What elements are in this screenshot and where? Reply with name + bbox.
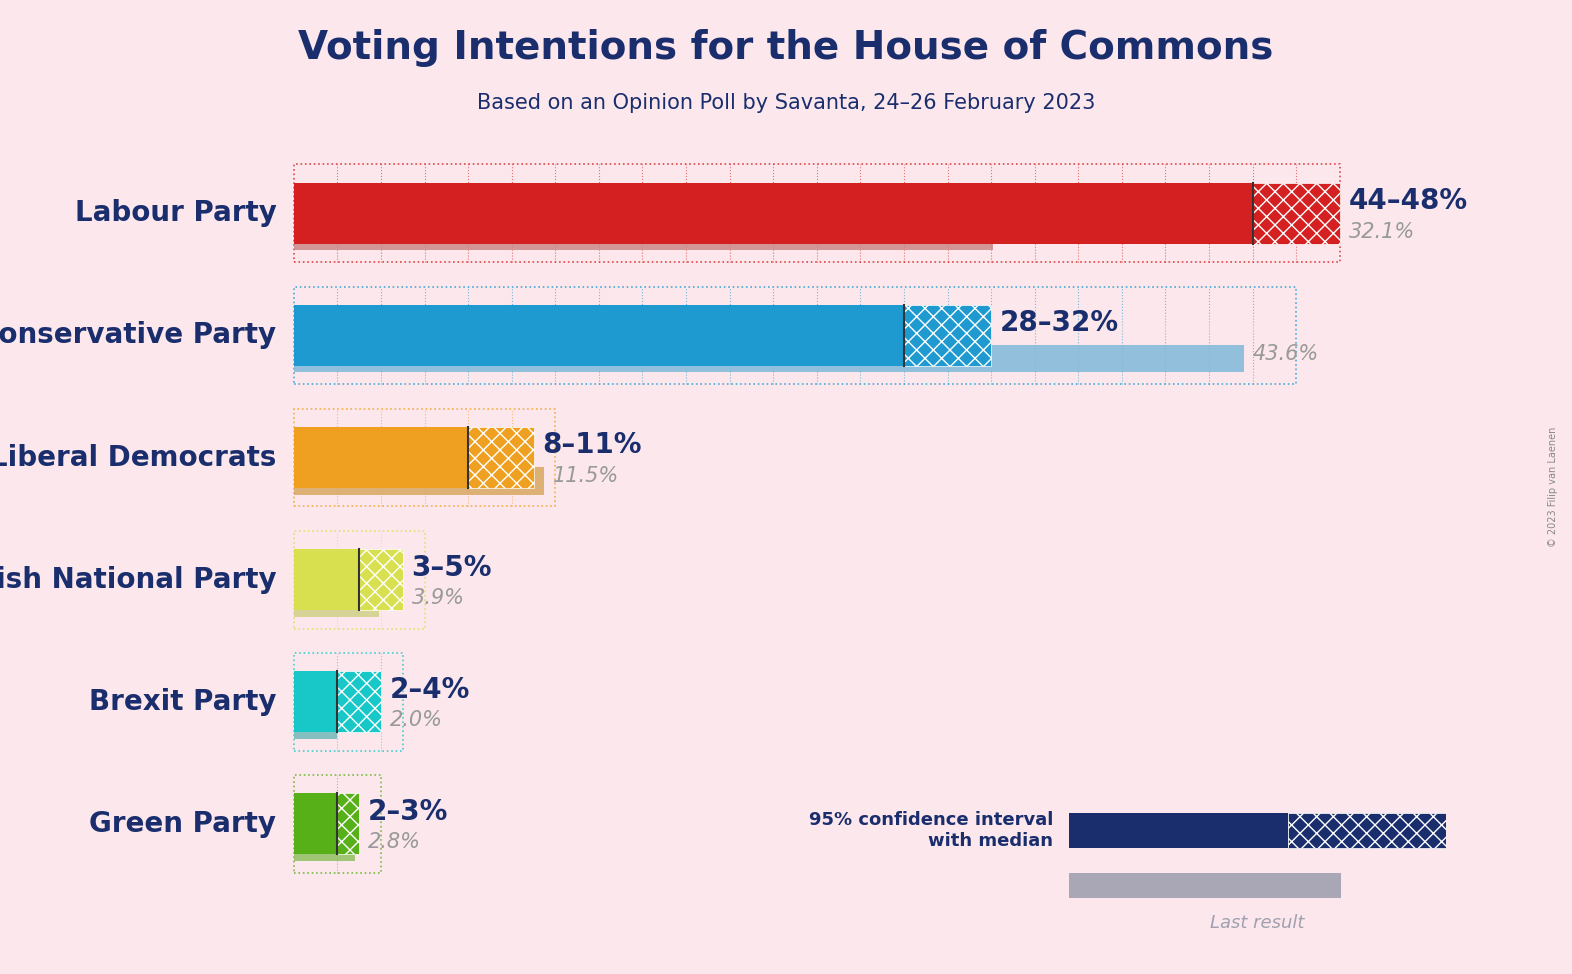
Bar: [294, 794, 338, 854]
Bar: [468, 427, 533, 488]
Text: 2–3%: 2–3%: [368, 798, 448, 826]
Bar: [294, 286, 1297, 385]
Bar: [904, 305, 990, 366]
Text: 3–5%: 3–5%: [412, 553, 492, 581]
Bar: [338, 794, 360, 854]
Text: 32.1%: 32.1%: [1349, 222, 1415, 242]
Text: 2–4%: 2–4%: [390, 676, 470, 703]
Text: 44–48%: 44–48%: [1349, 187, 1468, 215]
Bar: [294, 711, 338, 739]
Text: Brexit Party: Brexit Party: [90, 688, 277, 716]
Bar: [360, 549, 402, 611]
Bar: [294, 468, 544, 495]
Bar: [1253, 183, 1339, 244]
Text: 2.0%: 2.0%: [390, 710, 443, 730]
Bar: [294, 775, 380, 873]
Text: Conservative Party: Conservative Party: [0, 321, 277, 350]
Text: Labour Party: Labour Party: [74, 200, 277, 227]
Text: Liberal Democrats: Liberal Democrats: [0, 443, 277, 471]
Text: 28–32%: 28–32%: [1000, 310, 1119, 337]
Bar: [294, 671, 338, 732]
Bar: [1287, 813, 1446, 847]
Text: Based on an Opinion Poll by Savanta, 24–26 February 2023: Based on an Opinion Poll by Savanta, 24–…: [476, 93, 1096, 113]
Text: 43.6%: 43.6%: [1253, 344, 1319, 363]
Text: 2.8%: 2.8%: [368, 833, 421, 852]
Text: 3.9%: 3.9%: [412, 588, 464, 608]
Text: Scottish National Party: Scottish National Party: [0, 566, 277, 594]
Bar: [294, 653, 402, 751]
Bar: [294, 427, 468, 488]
Text: Voting Intentions for the House of Commons: Voting Intentions for the House of Commo…: [299, 29, 1273, 67]
Bar: [294, 223, 994, 250]
Bar: [294, 183, 1253, 244]
Bar: [294, 165, 1339, 262]
Bar: [338, 671, 380, 732]
Bar: [294, 589, 379, 617]
Bar: [294, 409, 555, 506]
Bar: [294, 305, 904, 366]
Bar: [1069, 813, 1287, 847]
Bar: [294, 531, 424, 628]
Bar: [294, 345, 1243, 372]
Text: © 2023 Filip van Laenen: © 2023 Filip van Laenen: [1548, 427, 1558, 547]
Bar: [294, 549, 360, 611]
Text: Last result: Last result: [1210, 914, 1305, 931]
Text: 95% confidence interval
with median: 95% confidence interval with median: [810, 811, 1053, 849]
Text: Green Party: Green Party: [90, 810, 277, 838]
Text: 8–11%: 8–11%: [542, 431, 641, 460]
Bar: [1069, 873, 1341, 898]
Text: 11.5%: 11.5%: [553, 466, 619, 486]
Bar: [294, 834, 355, 861]
